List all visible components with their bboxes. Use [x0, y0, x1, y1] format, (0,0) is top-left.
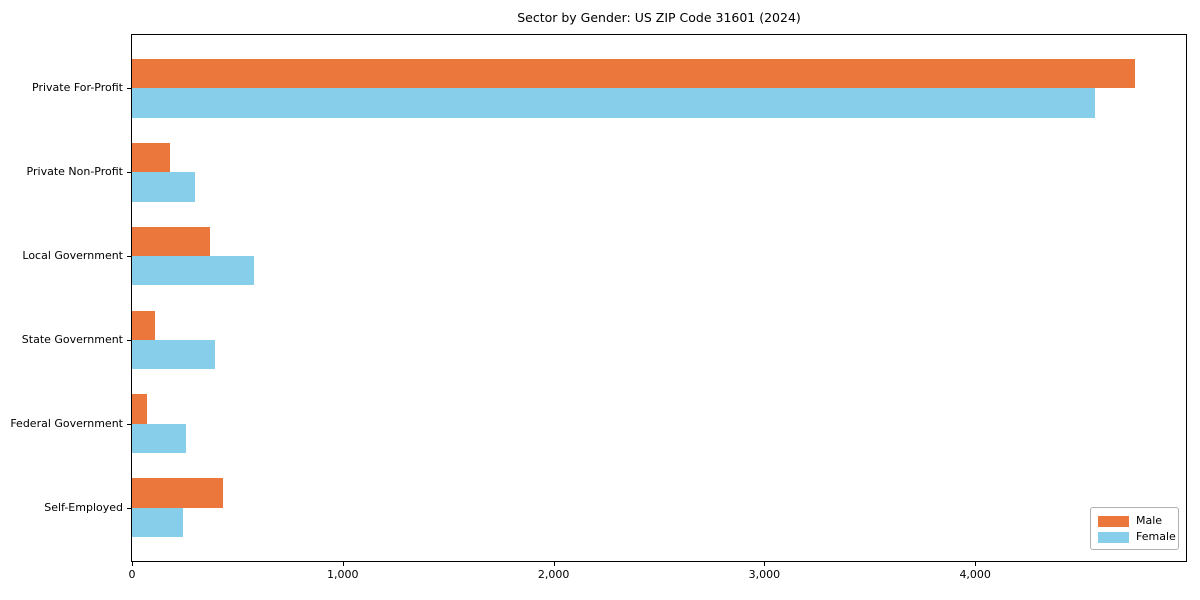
x-tick-mark — [132, 562, 133, 566]
legend-item-female: Female — [1098, 529, 1176, 545]
legend-label-female: Female — [1136, 530, 1176, 543]
x-axis-label-2: 2,000 — [537, 568, 570, 581]
bar-male-2 — [132, 226, 210, 257]
y-tick-mark — [127, 256, 131, 258]
bar-male-0 — [132, 58, 1136, 89]
bar-male-3 — [132, 310, 156, 340]
y-axis-label-3: State Government — [21, 332, 123, 346]
x-tick-mark — [764, 562, 766, 566]
plot-area — [131, 34, 1187, 562]
x-tick-mark — [553, 562, 555, 566]
bar-female-1 — [132, 172, 196, 202]
chart-title: Sector by Gender: US ZIP Code 31601 (202… — [517, 10, 801, 25]
bar-female-2 — [132, 256, 255, 286]
x-axis-label-0: 0 — [128, 568, 136, 581]
bar-female-5 — [132, 507, 183, 538]
legend-item-male: Male — [1098, 513, 1171, 529]
bar-male-5 — [132, 478, 223, 508]
y-tick-mark — [127, 507, 131, 509]
legend-swatch-male — [1098, 515, 1129, 527]
x-axis-label-3: 3,000 — [748, 568, 781, 581]
x-axis-label-4: 4,000 — [959, 568, 991, 581]
legend-label-male: Male — [1136, 514, 1163, 527]
x-tick-mark — [975, 562, 977, 566]
y-axis-label-2: Local Government — [22, 249, 123, 263]
y-axis-label-5: Self-Employed — [44, 500, 123, 514]
y-tick-mark — [127, 423, 131, 425]
y-tick-mark — [127, 88, 131, 90]
legend: Male Female — [1090, 507, 1179, 550]
bar-male-4 — [132, 394, 147, 424]
y-axis-label-0: Private For-Profit — [32, 81, 123, 95]
y-tick-mark — [127, 172, 131, 174]
y-tick-mark — [127, 339, 131, 341]
legend-swatch-female — [1098, 531, 1129, 543]
bar-female-3 — [132, 339, 216, 370]
y-axis-label-1: Private Non-Profit — [26, 165, 123, 179]
bar-male-1 — [132, 142, 170, 173]
y-axis-label-4: Federal Government — [10, 416, 123, 430]
bar-female-4 — [132, 423, 186, 454]
x-axis-label-1: 1,000 — [327, 568, 359, 581]
bar-female-0 — [132, 88, 1096, 118]
x-tick-mark — [342, 562, 344, 566]
